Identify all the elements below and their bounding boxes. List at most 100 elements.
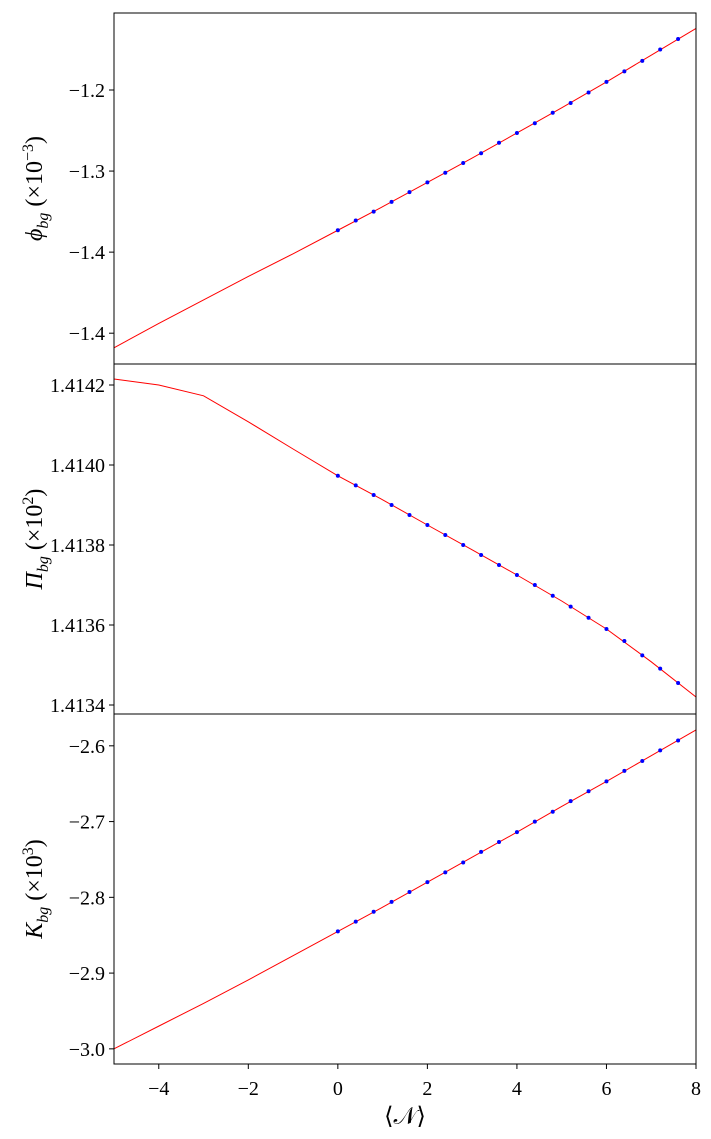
data-point (425, 880, 430, 885)
data-point (532, 121, 537, 126)
data-point (389, 899, 394, 904)
data-point (532, 819, 537, 824)
data-point (479, 849, 484, 854)
data-point (604, 627, 609, 631)
y-axis-label: ϕbg (×10−3) (20, 136, 52, 241)
data-point (550, 110, 555, 115)
y-tick-label: 1.4134 (50, 695, 105, 717)
data-point (658, 47, 663, 52)
y-tick-label: −3.0 (69, 1039, 105, 1061)
data-point (514, 130, 519, 135)
y-label-exponent: −3 (20, 144, 37, 161)
data-point (407, 513, 412, 517)
data-point (676, 36, 681, 41)
x-tick-label: 6 (601, 1078, 611, 1100)
data-point (640, 758, 645, 763)
data-point (658, 748, 663, 753)
x-tick-label: 0 (333, 1078, 343, 1100)
data-point (335, 228, 340, 233)
axes-frame (113, 363, 697, 715)
data-point (389, 199, 394, 204)
data-point (550, 809, 555, 814)
y-label-subscript: bg (35, 556, 52, 572)
data-point (586, 789, 591, 794)
data-point (604, 79, 609, 84)
data-point (335, 929, 340, 934)
axes-frame (113, 713, 697, 1065)
y-label-close: ) (22, 489, 48, 497)
data-point (371, 209, 376, 214)
data-point (443, 533, 448, 537)
data-point (371, 909, 376, 914)
y-tick-label: 1.4136 (50, 615, 105, 637)
data-point (676, 738, 681, 743)
y-label-symbol: Π (22, 570, 48, 590)
y-label-factor: (×10 (22, 855, 48, 901)
y-axis-label: Kbg (×103) (20, 839, 52, 940)
y-tick-label: 1.4142 (50, 375, 105, 397)
data-point (497, 563, 502, 567)
data-point (586, 615, 591, 620)
data-point (443, 170, 448, 175)
x-axis-label: ⟨𝒩⟩ (384, 1104, 426, 1130)
y-axis-label: Πbg (×102) (20, 489, 52, 591)
data-point (640, 653, 645, 658)
y-tick-label: 1.4140 (50, 455, 105, 477)
data-point (568, 799, 573, 804)
data-point (497, 140, 502, 145)
data-point (389, 503, 394, 507)
y-label-symbol: K (22, 921, 48, 940)
y-label-close: ) (22, 136, 48, 144)
data-point (407, 890, 412, 895)
data-point (550, 593, 555, 598)
y-tick-label: −1.4 (69, 242, 105, 264)
data-point (461, 543, 466, 547)
axes-frame (113, 12, 697, 365)
data-point (461, 860, 466, 865)
data-point (604, 779, 609, 784)
y-label-exponent: 3 (20, 847, 37, 855)
y-label-factor: (×10 (22, 161, 48, 207)
y-tick-label: −1.4 (69, 323, 105, 345)
y-label-subscript: bg (35, 213, 52, 229)
x-tick-label: 4 (512, 1078, 522, 1100)
data-point (353, 919, 358, 924)
y-tick-label: −2.8 (69, 887, 105, 909)
x-tick-label: 2 (422, 1078, 432, 1100)
data-point (425, 180, 430, 185)
data-point (622, 768, 627, 773)
data-point (353, 218, 358, 223)
data-point (353, 483, 358, 488)
fit-line (113, 729, 697, 1050)
y-tick-label: −2.6 (69, 736, 105, 758)
data-point (371, 493, 376, 497)
data-point (514, 573, 519, 577)
data-point (622, 639, 627, 643)
data-point (407, 190, 412, 195)
data-point (640, 58, 645, 63)
data-point (335, 473, 340, 478)
data-point (622, 69, 627, 74)
data-point (443, 870, 448, 875)
data-point (676, 681, 681, 685)
data-point (568, 604, 573, 609)
y-label-exponent: 2 (20, 497, 37, 505)
data-point (514, 830, 519, 835)
y-tick-label: −2.7 (69, 812, 105, 834)
y-label-factor: (×10 (22, 505, 48, 551)
data-point (479, 553, 484, 557)
y-tick-label: 1.4138 (50, 535, 105, 557)
x-tick-label: −2 (238, 1078, 259, 1100)
x-tick-label: −4 (148, 1078, 169, 1100)
x-tick-label: 8 (691, 1078, 701, 1100)
y-label-subscript: bg (35, 907, 52, 923)
y-tick-label: −1.3 (69, 161, 105, 183)
data-point (658, 666, 663, 671)
data-point (479, 151, 484, 156)
y-label-symbol: ϕ (22, 229, 48, 241)
y-label-close: ) (22, 839, 48, 847)
data-point (497, 840, 502, 845)
data-point (425, 523, 430, 527)
